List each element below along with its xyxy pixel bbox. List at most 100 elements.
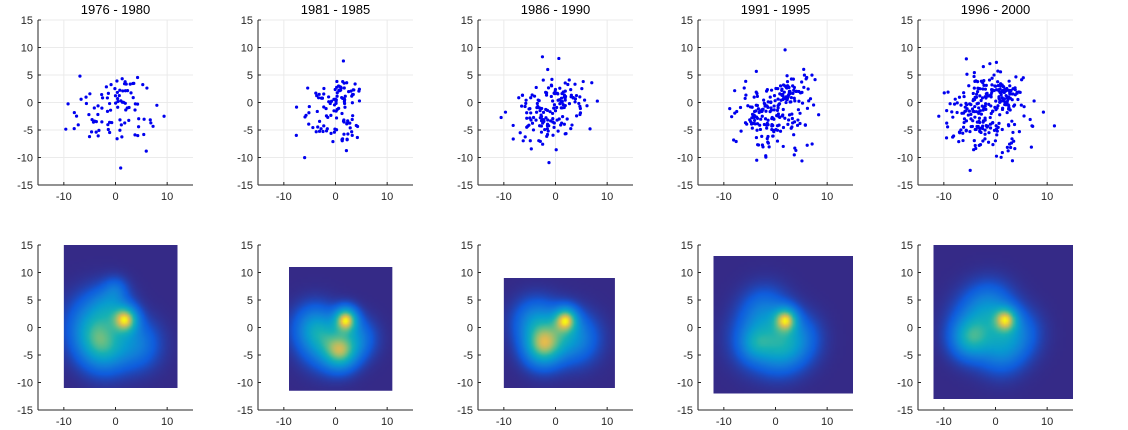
- data-point: [990, 90, 994, 95]
- data-point: [759, 117, 763, 121]
- data-point: [968, 168, 972, 172]
- data-point: [778, 84, 783, 88]
- data-point: [1010, 159, 1015, 163]
- data-point: [137, 117, 141, 121]
- y-tick-label: 5: [27, 70, 33, 82]
- data-point: [1029, 145, 1033, 149]
- data-point: [535, 101, 539, 106]
- data-point: [972, 86, 976, 90]
- data-point: [1008, 92, 1012, 96]
- data-point: [804, 77, 808, 81]
- data-point: [1002, 97, 1006, 101]
- data-point: [110, 120, 114, 125]
- data-point: [775, 108, 780, 112]
- y-tick-label: 10: [241, 43, 253, 55]
- data-point: [787, 92, 791, 96]
- data-point: [754, 135, 759, 140]
- data-point: [972, 109, 976, 114]
- data-point: [752, 95, 756, 99]
- data-point: [552, 121, 556, 125]
- data-point: [350, 133, 354, 138]
- data-point: [552, 103, 557, 107]
- data-point: [810, 142, 814, 146]
- data-point: [542, 118, 546, 122]
- data-point: [770, 117, 774, 121]
- data-point: [977, 111, 981, 115]
- data-point: [981, 81, 985, 85]
- data-point: [962, 117, 967, 121]
- data-point: [79, 97, 83, 101]
- data-point: [145, 86, 149, 90]
- y-tick-label: 15: [21, 240, 33, 252]
- y-tick-label: 10: [461, 268, 473, 280]
- data-point: [335, 107, 339, 112]
- data-point: [974, 146, 978, 151]
- data-point: [114, 101, 118, 105]
- data-point: [294, 105, 299, 109]
- data-point: [545, 134, 549, 138]
- data-point: [529, 96, 533, 100]
- y-tick-label: -10: [897, 378, 913, 390]
- y-tick-label: 0: [247, 323, 253, 335]
- data-point: [768, 110, 772, 114]
- data-point: [350, 117, 354, 122]
- data-point: [981, 120, 985, 124]
- data-point: [752, 118, 757, 123]
- data-point: [961, 138, 965, 143]
- x-tick-label: 10: [161, 191, 173, 203]
- y-tick-label: 10: [21, 43, 33, 55]
- data-point: [314, 130, 318, 134]
- y-tick-label: 10: [461, 43, 473, 55]
- data-point: [123, 101, 127, 105]
- data-point: [566, 82, 570, 87]
- data-point: [1003, 87, 1007, 91]
- x-tick-label: -10: [56, 191, 72, 203]
- data-point: [511, 137, 515, 141]
- data-point: [792, 85, 796, 90]
- data-point: [762, 122, 766, 127]
- data-point: [755, 122, 760, 126]
- data-point: [520, 104, 524, 108]
- data-point: [582, 98, 587, 102]
- data-point: [332, 130, 337, 134]
- y-tick-label: 15: [901, 15, 913, 27]
- data-point: [983, 137, 987, 141]
- x-tick-label: -10: [276, 416, 292, 428]
- data-point: [345, 137, 349, 141]
- data-point: [961, 131, 965, 135]
- data-point: [756, 143, 760, 147]
- data-point: [547, 161, 551, 165]
- data-point: [978, 120, 982, 125]
- data-point: [578, 95, 582, 99]
- y-tick-label: 0: [27, 323, 33, 335]
- data-point: [349, 89, 353, 93]
- y-tick-label: -5: [903, 125, 913, 137]
- data-point: [790, 125, 794, 129]
- data-point: [766, 140, 770, 144]
- data-point: [544, 91, 549, 95]
- data-point: [100, 96, 105, 100]
- y-tick-label: -15: [237, 405, 253, 417]
- data-point: [1012, 122, 1017, 127]
- data-point: [766, 123, 770, 127]
- data-point: [569, 88, 573, 92]
- data-point: [87, 135, 92, 139]
- data-point: [544, 116, 548, 120]
- data-point: [983, 87, 988, 91]
- y-tick-label: -15: [677, 180, 693, 192]
- data-point: [556, 92, 560, 96]
- y-tick-label: -10: [17, 378, 33, 390]
- x-tick-label: 0: [332, 416, 338, 428]
- data-point: [517, 96, 521, 100]
- y-tick-label: -5: [463, 125, 473, 137]
- data-point: [981, 87, 985, 91]
- data-point: [994, 99, 998, 103]
- data-point: [541, 78, 545, 82]
- data-point: [973, 115, 977, 119]
- data-point: [528, 116, 532, 120]
- data-point: [74, 114, 79, 118]
- data-point: [781, 97, 786, 101]
- data-point: [984, 96, 988, 100]
- panel-title: 1996 - 2000: [961, 2, 1030, 17]
- data-point: [732, 138, 736, 142]
